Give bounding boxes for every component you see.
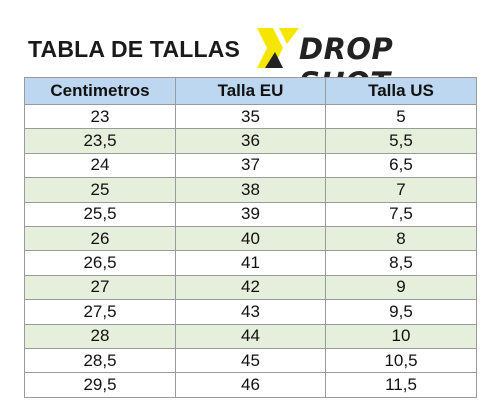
table-row: 28 44 10	[24, 323, 477, 349]
table-row: 25 38 7	[24, 177, 477, 203]
cell-us: 8,5	[325, 250, 477, 276]
header-talla-eu: Talla EU	[175, 77, 326, 105]
table-row: 23 35 5	[24, 103, 477, 130]
cell-eu: 40	[175, 225, 326, 252]
cell-eu: 42	[175, 274, 326, 301]
cell-eu: 41	[175, 250, 326, 276]
cell-eu: 45	[175, 347, 326, 374]
page-title: TABLA DE TALLAS	[28, 36, 241, 62]
cell-us: 9	[325, 274, 477, 301]
cell-eu: 37	[175, 152, 326, 179]
cell-us: 9,5	[325, 299, 477, 325]
cell-eu: 46	[175, 372, 326, 398]
cell-cm: 26,5	[24, 250, 176, 276]
table-row: 29,5 46 11,5	[24, 372, 477, 398]
table-row: 24 37 6,5	[24, 152, 477, 179]
cell-us: 5	[325, 103, 477, 130]
cell-us: 5,5	[325, 128, 477, 154]
cell-eu: 43	[175, 299, 326, 325]
table-row: 27,5 43 9,5	[24, 299, 477, 325]
cell-eu: 36	[175, 128, 326, 154]
cell-us: 6,5	[325, 152, 477, 179]
table-row: 27 42 9	[24, 274, 477, 301]
cell-cm: 24	[24, 152, 176, 179]
cell-cm: 28	[24, 323, 176, 349]
cell-cm: 27	[24, 274, 176, 301]
cell-cm: 25	[24, 177, 176, 203]
cell-cm: 23,5	[24, 128, 176, 154]
table-row: 28,5 45 10,5	[24, 347, 477, 374]
cell-us: 7	[325, 177, 477, 203]
table-row: 26,5 41 8,5	[24, 250, 477, 276]
cell-us: 10	[325, 323, 477, 349]
header-centimetros: Centimetros	[24, 77, 176, 105]
table-row: 25,5 39 7,5	[24, 201, 477, 227]
cell-cm: 28,5	[24, 347, 176, 374]
cell-eu: 44	[175, 323, 326, 349]
size-table: Centimetros Talla EU Talla US 23 35 5 23…	[24, 77, 477, 398]
cell-cm: 27,5	[24, 299, 176, 325]
drop-shot-x-icon	[257, 28, 299, 68]
cell-us: 11,5	[325, 372, 477, 398]
cell-eu: 35	[175, 103, 326, 130]
cell-cm: 26	[24, 225, 176, 252]
cell-cm: 29,5	[24, 372, 176, 398]
cell-us: 7,5	[325, 201, 477, 227]
brand-logo: DROP SHOT	[253, 24, 453, 100]
cell-eu: 38	[175, 177, 326, 203]
table-header-row: Centimetros Talla EU Talla US	[24, 77, 477, 105]
cell-us: 8	[325, 225, 477, 252]
cell-eu: 39	[175, 201, 326, 227]
table-row: 26 40 8	[24, 225, 477, 252]
cell-cm: 23	[24, 103, 176, 130]
cell-us: 10,5	[325, 347, 477, 374]
table-row: 23,5 36 5,5	[24, 128, 477, 154]
cell-cm: 25,5	[24, 201, 176, 227]
header-talla-us: Talla US	[325, 77, 477, 105]
